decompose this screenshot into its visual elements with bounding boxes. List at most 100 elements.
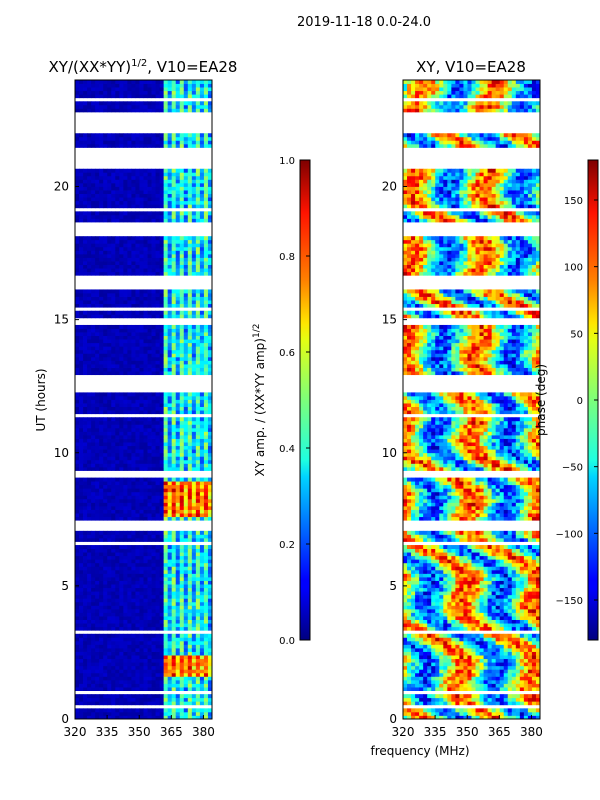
heatmap-cell <box>175 711 181 716</box>
heatmap-cell <box>83 687 88 691</box>
heatmap-cell <box>131 633 136 638</box>
heatmap-cell <box>207 197 213 202</box>
heatmap-cell <box>179 587 185 592</box>
heatmap-cell <box>107 644 112 649</box>
heatmap-cell <box>131 449 136 454</box>
heatmap-cell <box>123 367 128 372</box>
heatmap-cell <box>119 296 124 301</box>
heatmap-cell <box>203 587 209 592</box>
heatmap-cell <box>83 289 88 294</box>
heatmap-cell <box>199 200 205 205</box>
heatmap-cell <box>131 186 136 191</box>
heatmap-cell <box>207 349 213 354</box>
heatmap-cell <box>151 175 156 180</box>
heatmap-cell <box>171 452 177 457</box>
heatmap-cell <box>175 140 181 145</box>
heatmap-cell <box>203 594 209 599</box>
heatmap-cell <box>75 349 80 354</box>
heatmap-cell <box>127 101 132 106</box>
heatmap-cell <box>179 438 185 443</box>
heatmap-cell <box>179 204 185 209</box>
heatmap-cell <box>191 94 197 99</box>
heatmap-cell <box>79 665 84 670</box>
heatmap-cell <box>199 175 205 180</box>
heatmap-cell <box>203 353 209 358</box>
heatmap-cell <box>91 612 96 617</box>
heatmap-cell <box>159 687 165 691</box>
phase-heatmap[interactable] <box>403 80 541 720</box>
heatmap-cell <box>159 584 165 589</box>
heatmap-cell <box>195 211 201 216</box>
heatmap-cell <box>131 598 136 603</box>
heatmap-cell <box>187 356 193 361</box>
heatmap-cell <box>191 463 197 468</box>
heatmap-cell <box>75 445 80 450</box>
heatmap-cell <box>87 484 92 489</box>
heatmap-cell <box>111 360 116 365</box>
heatmap-cell <box>131 687 136 691</box>
heatmap-cell <box>171 559 177 564</box>
heatmap-cell <box>203 246 209 251</box>
heatmap-cell <box>139 616 144 620</box>
heatmap-cell <box>403 452 408 457</box>
heatmap-cell <box>191 332 197 336</box>
heatmap-cell <box>83 555 88 560</box>
heatmap-cell <box>163 431 169 436</box>
heatmap-cell <box>131 573 136 578</box>
heatmap-cell <box>99 243 104 248</box>
heatmap-cell <box>147 619 152 624</box>
amplitude-y-tick-label: 20 <box>54 180 69 194</box>
amplitude-heatmap[interactable] <box>75 80 213 720</box>
heatmap-cell <box>99 190 104 194</box>
heatmap-cell <box>179 651 185 656</box>
heatmap-cell <box>107 569 112 574</box>
heatmap-cell <box>127 537 132 542</box>
heatmap-cell <box>107 328 112 333</box>
heatmap-cell <box>91 655 96 660</box>
heatmap-cell <box>127 708 132 713</box>
amplitude-y-tick-label: 5 <box>61 579 69 593</box>
heatmap-cell <box>75 651 80 656</box>
heatmap-cell <box>99 136 104 141</box>
heatmap-cell <box>127 193 132 198</box>
heatmap-cell <box>103 253 108 258</box>
heatmap-cell <box>403 608 408 613</box>
heatmap-cell <box>103 545 108 549</box>
heatmap-cell <box>183 484 189 489</box>
heatmap-cell <box>119 182 124 187</box>
heatmap-cell <box>75 346 80 351</box>
heatmap-cell <box>139 463 144 468</box>
heatmap-cell <box>143 577 148 581</box>
heatmap-cell <box>167 708 173 713</box>
heatmap-cell <box>123 601 128 606</box>
heatmap-cell <box>403 459 408 464</box>
heatmap-cell <box>111 133 116 138</box>
heatmap-cell <box>139 562 144 567</box>
heatmap-cell <box>87 537 92 542</box>
heatmap-cell <box>187 495 193 500</box>
heatmap-cell <box>159 477 165 482</box>
heatmap-cell <box>139 417 144 422</box>
heatmap-cell <box>155 463 161 468</box>
heatmap-cell <box>175 179 181 184</box>
heatmap-cell <box>167 328 173 333</box>
heatmap-cell <box>107 296 112 301</box>
heatmap-cell <box>123 584 128 589</box>
heatmap-cell <box>127 243 132 248</box>
heatmap-cell <box>123 211 128 216</box>
heatmap-cell <box>175 495 181 500</box>
heatmap-cell <box>75 665 80 670</box>
heatmap-cell <box>155 608 161 613</box>
amplitude-x-tick-label: 365 <box>160 725 183 739</box>
heatmap-cell <box>155 364 161 368</box>
heatmap-cell <box>99 424 104 429</box>
heatmap-cell <box>87 310 92 315</box>
heatmap-cell <box>127 591 132 596</box>
heatmap-cell <box>199 83 205 88</box>
heatmap-cell <box>127 140 132 145</box>
heatmap-cell <box>171 513 177 518</box>
heatmap-cell <box>103 90 108 95</box>
heatmap-cell <box>99 555 104 560</box>
heatmap-cell <box>75 427 80 432</box>
heatmap-cell <box>107 335 112 340</box>
